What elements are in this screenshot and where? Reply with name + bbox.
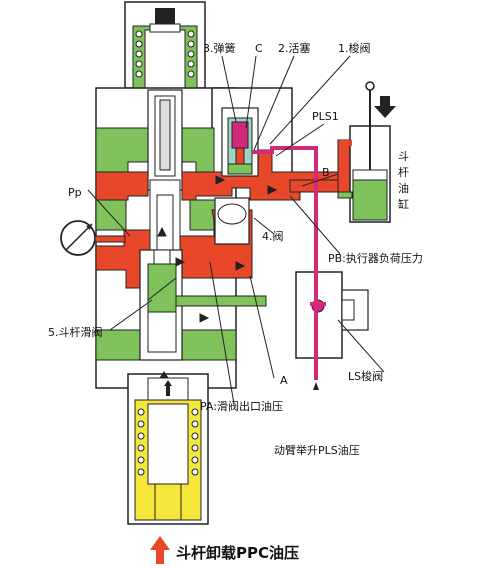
cylinder-label: 斗 杆 油 缸	[398, 150, 409, 211]
shuttle-piston-assembly	[221, 107, 259, 177]
green-blocks	[95, 127, 237, 361]
cyl-char-1: 斗	[398, 150, 409, 163]
leader-lines	[87, 55, 385, 405]
label-pls1: PLS1	[312, 110, 339, 123]
bucket-arm-spool	[139, 249, 267, 361]
cyl-char-2: 杆	[398, 165, 409, 179]
label-pb: PB:执行器负荷压力	[328, 251, 423, 265]
top-spring-housing	[124, 1, 206, 89]
center-spool	[147, 89, 183, 261]
pls-line	[252, 146, 326, 380]
flow-arrows	[157, 175, 278, 379]
ls-shuttle-block	[295, 271, 369, 359]
bottom-caption: 斗杆卸载PPC油压	[150, 536, 299, 564]
label-boom-pls: 动臂举升PLS油压	[274, 443, 360, 457]
up-arrow-icon	[150, 536, 170, 564]
label-pa: PA:滑阀出口油压	[200, 399, 283, 413]
bottom-spring-housing	[127, 373, 209, 525]
label-spring: 3.弹簧	[203, 41, 236, 55]
pressure-gauge	[60, 220, 126, 256]
label-ls-valve: LS梭阀	[348, 369, 383, 383]
label-b: B	[322, 166, 330, 179]
label-pp: Pp	[68, 186, 82, 199]
bucket-arm-cylinder	[337, 81, 396, 223]
label-spool5: 5.斗杆滑阀	[48, 325, 103, 339]
label-c: C	[255, 42, 263, 55]
label-shuttle: 1.梭阀	[338, 41, 371, 55]
label-a: A	[280, 374, 288, 387]
label-piston: 2.活塞	[278, 41, 311, 55]
cyl-char-3: 油	[398, 181, 409, 195]
bottom-title: 斗杆卸载PPC油压	[176, 544, 299, 562]
valve-4-poppet	[214, 197, 250, 245]
cyl-char-4: 缸	[398, 197, 409, 211]
label-valve4: 4.阀	[262, 229, 284, 243]
